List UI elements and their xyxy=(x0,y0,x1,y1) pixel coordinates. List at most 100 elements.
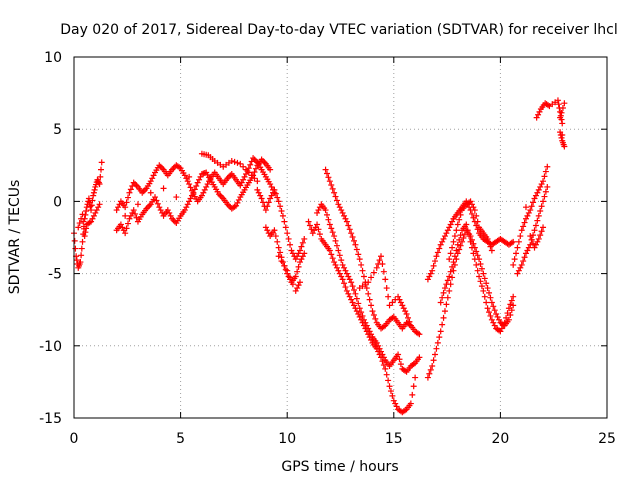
x-axis-label: GPS time / hours xyxy=(281,459,398,475)
x-tick-label: 0 xyxy=(70,431,79,447)
data-point xyxy=(262,207,269,214)
data-point xyxy=(275,253,282,260)
data-point xyxy=(481,275,488,282)
data-point xyxy=(412,374,419,381)
data-point xyxy=(90,192,97,199)
data-point xyxy=(559,120,566,127)
data-point xyxy=(484,305,491,312)
data-point xyxy=(466,233,473,240)
chart-title: Day 020 of 2017, Sidereal Day-to-day VTE… xyxy=(60,22,618,38)
data-point xyxy=(486,309,493,316)
data-point xyxy=(352,241,359,248)
data-point xyxy=(457,242,464,249)
data-point xyxy=(251,175,258,182)
data-point xyxy=(228,157,235,164)
y-axis-label: SDTVAR / TECUs xyxy=(7,180,23,295)
data-point xyxy=(544,183,551,190)
data-point xyxy=(85,195,92,202)
data-point xyxy=(285,235,292,242)
data-point xyxy=(528,203,535,210)
data-point xyxy=(237,160,244,167)
x-tick-label: 25 xyxy=(598,431,616,447)
data-point xyxy=(329,255,336,262)
data-point xyxy=(355,300,362,307)
data-point xyxy=(314,221,321,228)
data-point xyxy=(279,212,286,219)
data-point xyxy=(510,302,517,309)
data-point xyxy=(80,218,87,225)
data-point xyxy=(349,234,356,241)
data-point xyxy=(385,377,392,384)
data-point xyxy=(315,226,322,233)
data-point xyxy=(540,224,547,231)
data-point xyxy=(275,244,282,251)
data-point xyxy=(555,101,562,108)
data-point xyxy=(284,230,291,237)
data-point xyxy=(559,131,566,138)
data-point xyxy=(446,256,453,263)
data-point xyxy=(456,236,463,243)
data-point xyxy=(454,241,461,248)
data-point xyxy=(473,261,480,268)
data-point xyxy=(554,97,561,104)
data-point xyxy=(510,293,517,300)
data-point xyxy=(79,238,86,245)
data-point xyxy=(82,229,89,236)
data-point xyxy=(193,182,200,189)
data-point xyxy=(395,351,402,358)
data-point xyxy=(397,361,404,368)
data-point xyxy=(534,217,541,224)
x-tick-label: 10 xyxy=(278,431,296,447)
data-point xyxy=(130,207,137,214)
data-point xyxy=(154,200,161,207)
data-point xyxy=(126,189,133,196)
data-point xyxy=(513,250,520,257)
y-tick-label: 5 xyxy=(53,122,62,138)
data-point xyxy=(530,199,537,206)
data-point xyxy=(173,194,180,201)
data-point xyxy=(125,194,132,201)
data-point xyxy=(433,253,440,260)
data-point xyxy=(477,260,484,267)
data-point xyxy=(274,194,281,201)
y-tick-label: -5 xyxy=(48,267,62,283)
data-point xyxy=(368,302,375,309)
data-point xyxy=(298,243,305,250)
data-point xyxy=(77,259,84,266)
data-point xyxy=(379,358,386,365)
data-point xyxy=(351,286,358,293)
data-point xyxy=(449,263,456,270)
data-point xyxy=(474,252,481,259)
data-point xyxy=(474,218,481,225)
data-point xyxy=(535,235,542,242)
data-point xyxy=(81,233,88,240)
data-point xyxy=(527,233,534,240)
data-point xyxy=(510,238,517,245)
data-point xyxy=(433,345,440,352)
data-point xyxy=(153,197,160,204)
data-point xyxy=(490,303,497,310)
data-point xyxy=(558,134,565,141)
data-point xyxy=(301,250,308,257)
data-point xyxy=(521,219,528,226)
data-point xyxy=(518,261,525,268)
data-point xyxy=(258,195,265,202)
data-point xyxy=(251,169,258,176)
data-point xyxy=(147,189,154,196)
data-point xyxy=(333,242,340,249)
data-point xyxy=(274,238,281,245)
data-point xyxy=(299,239,306,246)
data-point xyxy=(481,293,488,300)
data-point xyxy=(535,212,542,219)
data-point xyxy=(328,251,335,258)
data-point xyxy=(328,182,335,189)
data-point xyxy=(457,232,464,239)
x-tick-label: 15 xyxy=(385,431,403,447)
data-point xyxy=(432,258,439,265)
data-point xyxy=(295,263,302,270)
data-point xyxy=(451,253,458,260)
data-point xyxy=(440,314,447,321)
data-point xyxy=(446,273,453,280)
data-point xyxy=(406,318,413,325)
y-tick-label: 10 xyxy=(44,50,62,66)
